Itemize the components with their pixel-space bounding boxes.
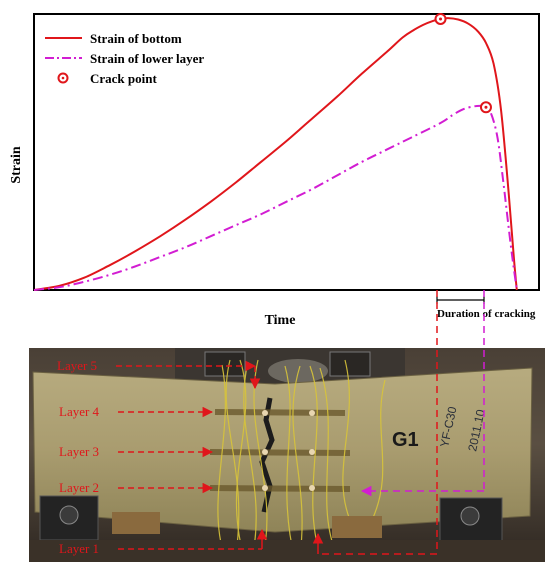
specimen-photo: G1 YF-C30 2011.10 Layer 5 Layer 4 Layer … [29,290,545,562]
support-left-bolt [59,505,79,525]
gauge-beads [262,410,315,491]
series-layer [33,17,518,291]
timber-block-right [332,516,382,538]
legend-label-lower-layer: Strain of lower layer [90,51,204,66]
legend-label-bottom: Strain of bottom [90,31,182,46]
plot-area [33,13,540,291]
legend-marker-crack [57,72,69,84]
series-line-bottom [33,17,518,291]
loading-head [204,351,246,377]
floor [29,540,545,562]
duration-label: Duration of cracking [437,308,536,320]
duration-bracket: Duration of cracking [436,296,536,320]
crack-points [434,12,492,114]
crack-point-marker-2 [479,101,492,114]
y-axis-title: Strain [9,146,24,184]
series-line-lower-layer [33,104,518,291]
layer-3-label: Layer 3 [59,444,99,459]
specimen-label: G1 [392,429,419,451]
layer-5-label: Layer 5 [57,358,97,373]
x-axis-title: Time [265,313,296,328]
legend: Strain of bottom Strain of lower layer C… [45,31,204,86]
support-right-bolt [460,506,480,526]
strain-chart: Strain Time Strain of bottom Strain of l… [9,12,540,328]
timber-block-left [112,512,160,534]
loading-head-2 [329,351,371,377]
legend-marker-crack-dot [61,76,65,80]
layer-1-label: Layer 1 [59,541,99,556]
layer-annotations: Layer 5 Layer 4 Layer 3 Layer 2 Layer 1 [57,290,485,556]
layer-2-label: Layer 2 [59,480,99,495]
crack-point-marker-1 [434,12,447,25]
layer-4-label: Layer 4 [59,404,100,419]
legend-label-crack: Crack point [90,71,157,86]
